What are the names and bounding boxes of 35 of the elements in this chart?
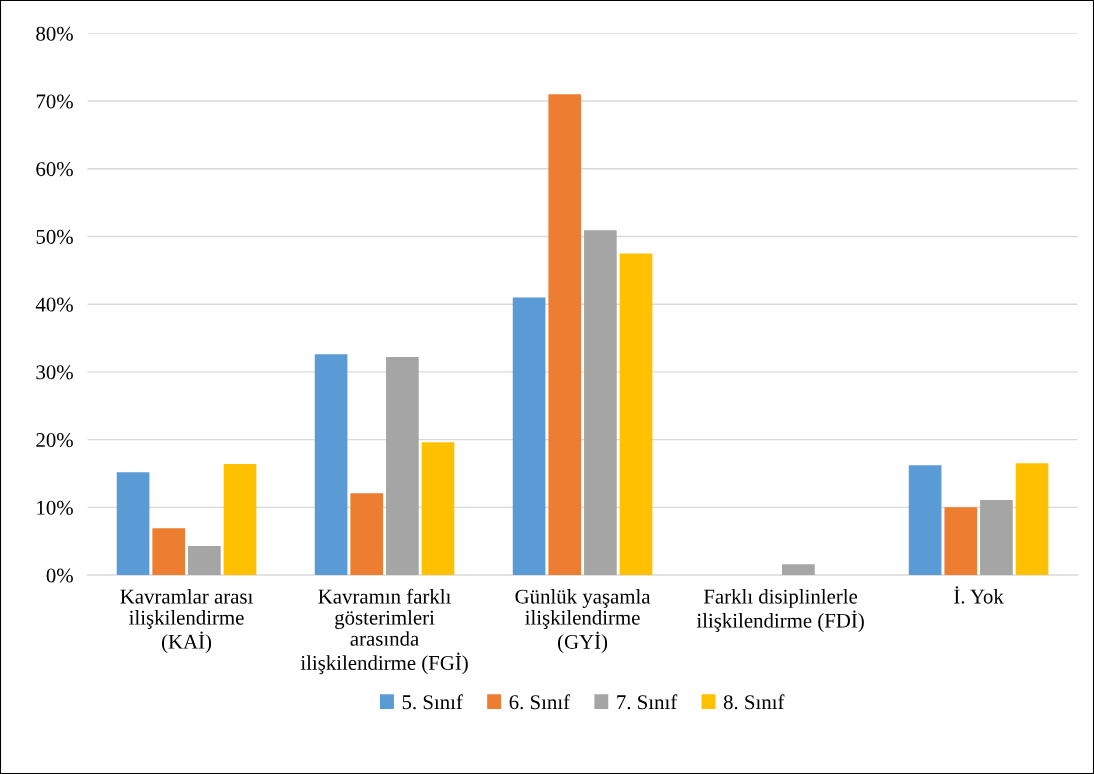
bar xyxy=(512,297,546,576)
legend-label: 6. Sınıf xyxy=(509,694,571,710)
bar xyxy=(350,493,384,576)
y-tick-label: 50% xyxy=(36,229,73,244)
y-tick-label: 20% xyxy=(36,433,73,448)
legend-label: 8. Sınıf xyxy=(723,694,785,710)
bar xyxy=(386,357,419,576)
bar xyxy=(1015,463,1049,576)
bar xyxy=(548,94,582,576)
legend-label: 5. Sınıf xyxy=(402,694,463,710)
y-tick-label: 60% xyxy=(36,162,73,177)
bar xyxy=(188,545,221,576)
y-tick-label: 40% xyxy=(35,297,73,312)
x-tick-label: Günlük yaşamla ilişkilendirme (GYİ) xyxy=(515,588,651,654)
bar xyxy=(223,464,257,576)
legend-label: 7. Sınıf xyxy=(617,694,678,710)
x-tick-label: Farklı disiplinlerle ilişkilendirme (FDİ) xyxy=(696,588,864,632)
y-tick-label: 0% xyxy=(46,568,73,583)
bar xyxy=(782,564,815,576)
bar xyxy=(421,442,455,576)
y-tick-label: 30% xyxy=(36,365,73,380)
y-tick-label: 10% xyxy=(37,500,73,515)
y-tick-label: 80% xyxy=(36,26,73,41)
bar xyxy=(116,472,150,576)
bar xyxy=(908,465,942,576)
bar xyxy=(980,499,1013,576)
bar xyxy=(152,528,186,576)
x-tick-label: Kavramın farklı gösterimleri arasında ilişkilendirme (FGİ) xyxy=(300,588,468,675)
x-tick-label: Kavramlar arası ilişkilendirme (KAİ) xyxy=(120,588,253,654)
bar xyxy=(584,230,617,576)
x-tick-label: İ. Yok xyxy=(954,586,1004,604)
bar xyxy=(944,507,978,576)
bar xyxy=(314,354,348,576)
y-tick-label: 70% xyxy=(36,94,73,109)
bar xyxy=(619,253,653,576)
